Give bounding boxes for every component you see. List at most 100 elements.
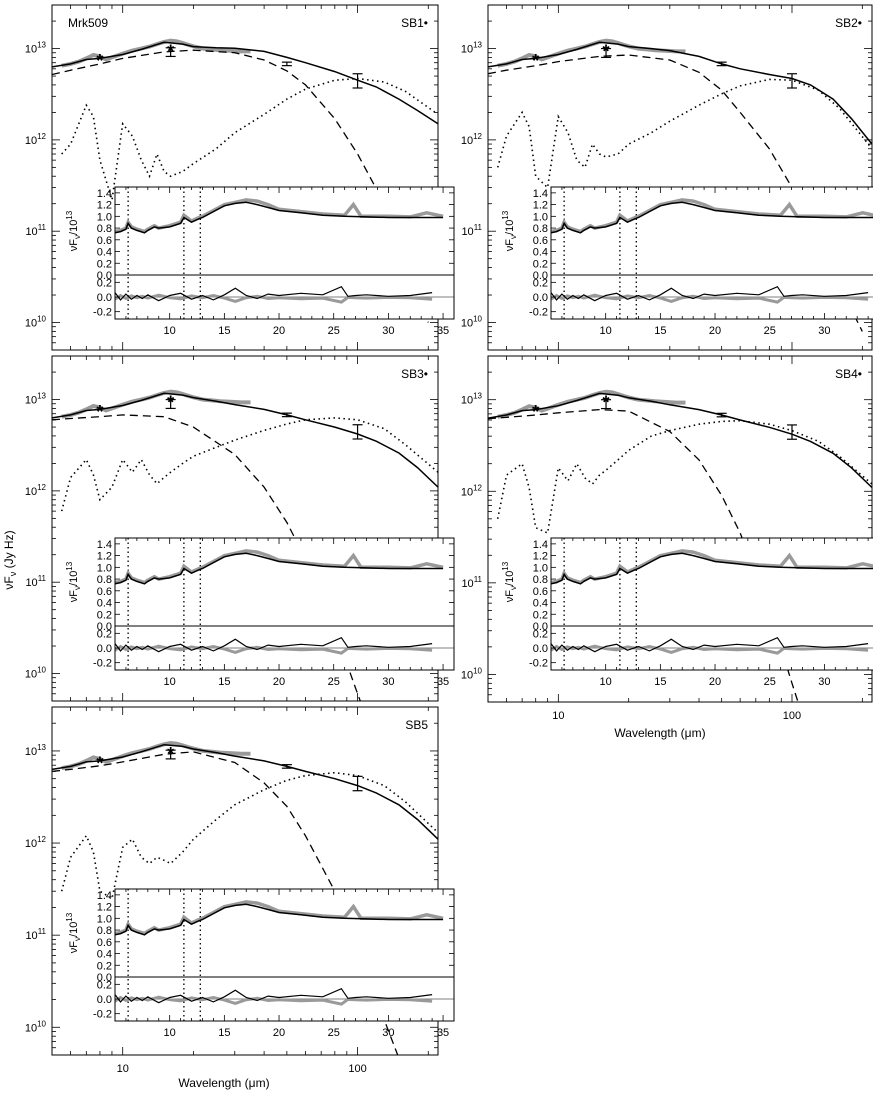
inset-y-tick-label: 0.4: [97, 247, 112, 259]
y-tick-label-exp: 11: [474, 223, 483, 232]
inset-y-tick-label: 1.2: [97, 200, 112, 212]
asterisk-point: *: [603, 42, 610, 62]
inset-x-tick-label: 25: [764, 325, 776, 337]
series-group: * *: [488, 389, 872, 702]
panel-label: SB2•: [835, 16, 862, 30]
inset-y-label-sub: ν: [73, 937, 82, 941]
agn-component-line: [52, 751, 399, 1055]
y-tick-label: 1013: [25, 41, 47, 56]
inset-x-tick-label: 35: [437, 325, 449, 337]
asterisk-point: *: [96, 753, 103, 773]
resid-y-tick-label: 0.0: [533, 643, 548, 655]
inset-frame: [114, 186, 455, 320]
resid-y-tick-label: 0.0: [97, 994, 112, 1006]
inset-y-tick-label: 0.2: [97, 609, 112, 621]
inset-model-line: [115, 903, 444, 936]
starburst-component-line: [60, 417, 438, 512]
inset-y-tick-label: 0.2: [533, 258, 548, 270]
inset-y-label-tail: /10: [68, 922, 80, 937]
inset-y-tick-label: 0.0: [533, 621, 548, 633]
inset-x-tick-label: 25: [328, 676, 340, 688]
y-tick-label-exp: 12: [473, 132, 482, 141]
asterisk-point: *: [96, 51, 103, 71]
inset-y-tick-label: 0.8: [97, 925, 112, 937]
y-tick-label-exp: 10: [37, 315, 46, 324]
panel-frame: [487, 4, 873, 351]
inset-x-tick-label: 30: [382, 1027, 394, 1039]
inset-y-tick-label: 1.0: [533, 211, 548, 223]
inset-y-label-tail: /10: [68, 220, 80, 235]
asterisk-point: *: [603, 393, 610, 413]
inset-y-tick-label: 0.6: [97, 586, 112, 598]
object-label: Mrk509: [68, 16, 108, 30]
y-tick-label: 1011: [461, 575, 482, 590]
y-tick-label-exp: 11: [474, 575, 483, 584]
inset-y-label-sub: ν: [73, 586, 82, 590]
asterisk-point: *: [167, 393, 174, 413]
inset-x-tick-label: 10: [600, 325, 612, 337]
model-total-line: [52, 392, 438, 488]
y-tick-label-exp: 12: [37, 132, 46, 141]
y-tick-label-exp: 13: [37, 743, 46, 752]
resid-y-tick-label: -0.2: [529, 658, 548, 670]
x-tick-label: 10: [552, 710, 564, 722]
y-tick-label-exp: 13: [37, 392, 46, 401]
inset-data-line: [115, 549, 444, 585]
inset-y-tick-label: 0.2: [533, 609, 548, 621]
resid-y-tick-label: 0.0: [97, 643, 112, 655]
inset-x-tick-label: 10: [164, 325, 176, 337]
inset-y-tick-label: 0.8: [97, 574, 112, 586]
inset-x-tick-label: 15: [218, 676, 230, 688]
residual-line: [551, 285, 869, 302]
inset-y-tick-label: 1.2: [97, 551, 112, 563]
inset-frame: [114, 537, 455, 671]
resid-y-tick-label: 0.2: [97, 277, 112, 289]
inset-frame: [550, 186, 873, 320]
inset-x-tick-label: 35: [437, 1027, 449, 1039]
y-tick-label: 1012: [461, 132, 483, 147]
y-tick-label-exp: 11: [38, 927, 47, 936]
inset-y-tick-label: 0.2: [97, 258, 112, 270]
inset-x-tick-label: 25: [328, 1027, 340, 1039]
inset-x-tick-label: 35: [437, 676, 449, 688]
inset-y-tick-label: 0.6: [533, 586, 548, 598]
main-y-axis-label-sub: ν: [8, 571, 18, 576]
inset-x-tick-label: 30: [818, 676, 830, 688]
y-tick-label-exp: 10: [37, 1019, 46, 1028]
inset-y-tick-label: 1.4: [97, 539, 112, 551]
model-total-line: [488, 392, 872, 489]
y-tick-label-exp: 10: [473, 315, 482, 324]
inset-y-tick-label: 0.4: [533, 598, 548, 610]
inset-model-line: [115, 552, 444, 585]
series-group: * *: [52, 389, 438, 701]
inset-data-line: [115, 198, 444, 234]
asterisk-point: *: [96, 402, 103, 422]
inset-x-tick-label: 20: [273, 325, 285, 337]
model-total-line: [52, 41, 438, 125]
inset-series: [551, 549, 873, 655]
inset-y-tick-label: 0.4: [97, 949, 112, 961]
panel-label: SB3•: [401, 367, 428, 381]
inset-frame: [114, 888, 455, 1022]
inset-x-tick-label: 15: [218, 1027, 230, 1039]
residual-line: [115, 987, 433, 1004]
starburst-component-line: [496, 78, 872, 190]
inset: 0.00.20.40.60.81.01.21.4-0.20.00.210 15 20…: [65, 888, 455, 1039]
inset-data-line: [551, 549, 873, 585]
inset-x-tick-label: 30: [382, 676, 394, 688]
starburst-component-line: [496, 419, 872, 535]
inset-x-tick-label: 20: [273, 1027, 285, 1039]
resid-y-tick-label: 0.2: [533, 628, 548, 640]
inset-y-tick-label: 0.0: [533, 270, 548, 282]
y-tick-label: 1012: [25, 483, 47, 498]
inset-y-label-exp: 13: [65, 210, 74, 219]
agn-component-line: [52, 49, 429, 323]
inset-x-tick-label: 20: [273, 676, 285, 688]
inset-y-tick-label: 1.0: [97, 913, 112, 925]
inset-y-tick-label: 1.2: [97, 902, 112, 914]
inset-x-tick-label: 25: [764, 676, 776, 688]
main-y-axis-label-main: νF: [2, 576, 16, 589]
